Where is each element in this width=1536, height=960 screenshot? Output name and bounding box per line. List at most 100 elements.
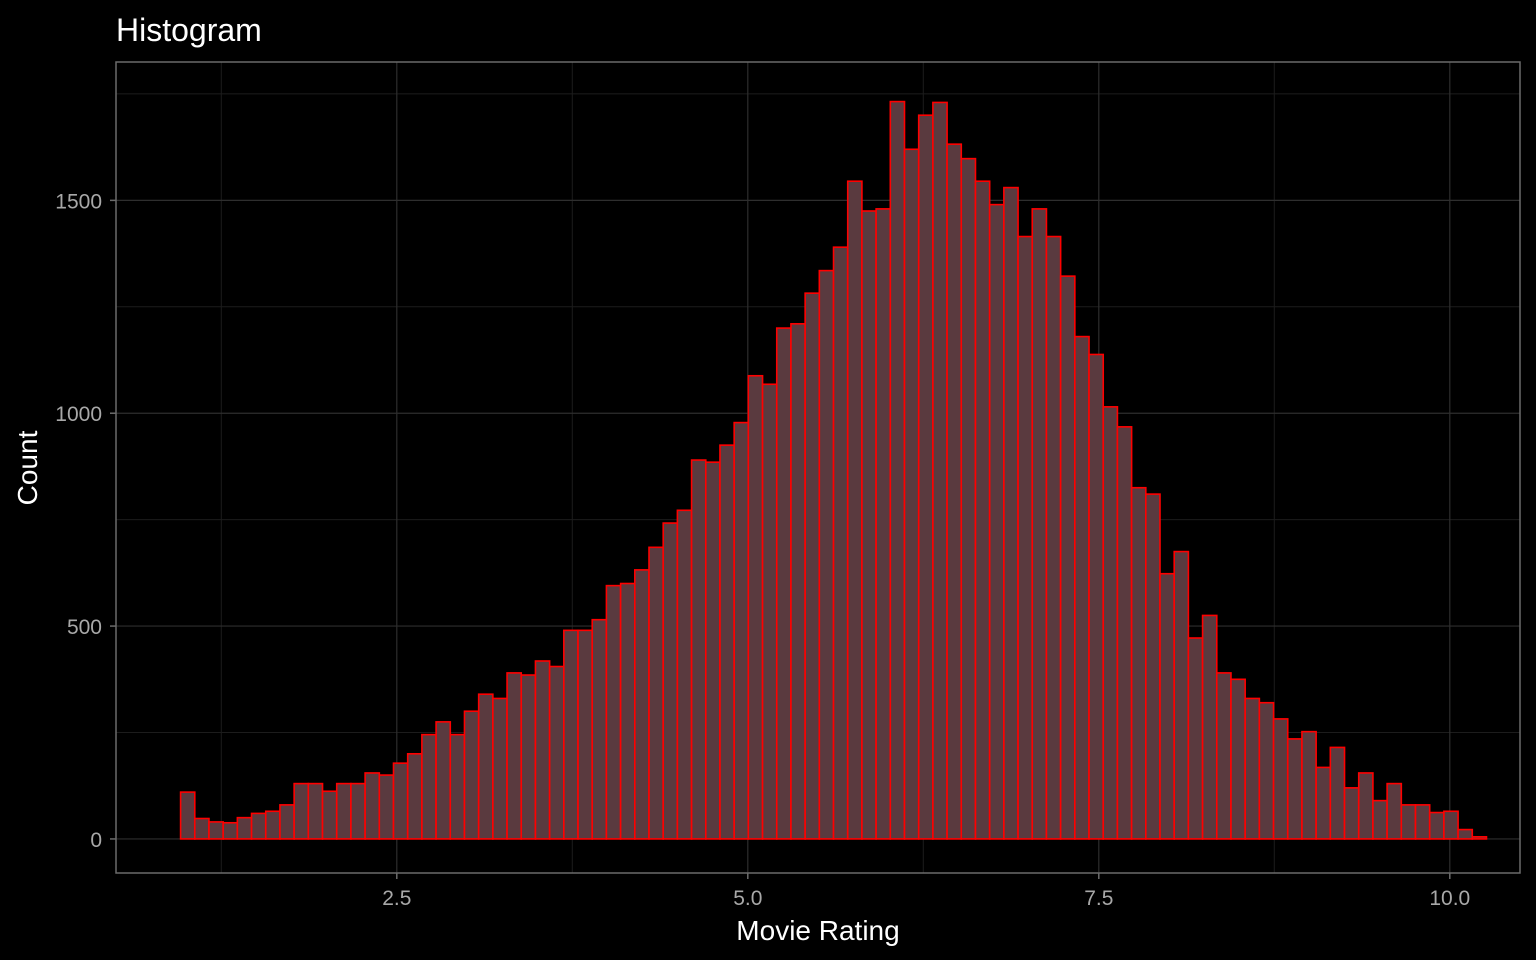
- histogram-bar-25: [534, 660, 551, 840]
- histogram-bar-15: [392, 762, 409, 840]
- histogram-bar-4: [236, 816, 253, 840]
- histogram-bar-86: [1400, 804, 1417, 840]
- histogram-bar-71: [1187, 637, 1204, 840]
- histogram-bar-61: [1045, 235, 1062, 840]
- histogram-bar-72: [1201, 614, 1218, 840]
- y-tick-label-0: 0: [90, 829, 102, 852]
- histogram-bar-59: [1017, 235, 1034, 840]
- histogram-bar-23: [506, 672, 523, 840]
- histogram-bar-11: [335, 782, 352, 840]
- histogram-bar-50: [889, 100, 906, 840]
- histogram-bar-31: [619, 582, 636, 840]
- histogram-bar-10: [321, 790, 338, 840]
- histogram-bar-26: [548, 665, 565, 840]
- histogram-bar-54: [946, 143, 963, 840]
- x-tick-label-0: 2.5: [382, 887, 411, 910]
- histogram-bar-58: [1003, 186, 1019, 840]
- histogram-bar-78: [1286, 738, 1303, 840]
- histogram-bar-88: [1428, 811, 1445, 840]
- histogram-bar-9: [307, 782, 324, 840]
- histogram-bar-91: [1471, 836, 1488, 840]
- histogram-bar-81: [1329, 746, 1346, 840]
- histogram-bar-63: [1074, 335, 1090, 840]
- histogram-bar-22: [492, 697, 508, 840]
- histogram-bar-17: [421, 733, 437, 840]
- histogram-bar-76: [1258, 701, 1275, 840]
- histogram-bar-34: [662, 522, 679, 840]
- histogram-bar-52: [917, 114, 934, 840]
- histogram-bar-84: [1372, 799, 1388, 840]
- histogram-bars: [179, 100, 1488, 840]
- histogram-bar-32: [634, 569, 650, 840]
- histogram-bar-64: [1088, 353, 1105, 840]
- y-tick-label-3: 1500: [55, 190, 102, 213]
- histogram-bar-77: [1272, 718, 1289, 840]
- histogram-bar-57: [988, 203, 1005, 840]
- histogram-bar-53: [932, 101, 948, 840]
- histogram-bar-24: [520, 674, 537, 840]
- chart-title: Histogram: [116, 12, 262, 48]
- histogram-bar-39: [733, 421, 750, 840]
- histogram-bar-7: [279, 804, 295, 840]
- histogram-bar-13: [364, 772, 381, 840]
- histogram-bar-80: [1315, 766, 1332, 840]
- histogram-bar-87: [1414, 804, 1431, 840]
- histogram-bar-42: [775, 327, 792, 840]
- x-tick-label-2: 7.5: [1084, 887, 1113, 910]
- histogram-bar-66: [1116, 426, 1133, 840]
- histogram-bar-37: [704, 461, 721, 840]
- histogram-bar-14: [378, 774, 395, 840]
- histogram-bar-51: [903, 148, 920, 840]
- plot-panel-border: [115, 61, 1521, 874]
- histogram-bar-19: [449, 733, 466, 840]
- axis-ticks: 2.5 5.0 7.5 10.0 0 500 1000 1500: [55, 190, 1470, 910]
- y-tick-label-1: 500: [67, 616, 102, 639]
- histogram-bar-18: [435, 721, 452, 840]
- x-tick-label-3: 10.0: [1429, 887, 1470, 910]
- histogram-bar-49: [875, 208, 892, 840]
- histogram-bar-89: [1443, 810, 1459, 840]
- histogram-bar-6: [264, 810, 281, 840]
- histogram-bar-45: [818, 269, 835, 840]
- histogram-bar-48: [861, 210, 877, 840]
- histogram-bar-43: [790, 323, 806, 840]
- histogram-bar-70: [1173, 550, 1190, 840]
- histogram-bar-73: [1215, 672, 1232, 840]
- histogram-bar-55: [960, 157, 977, 840]
- histogram-bar-69: [1159, 572, 1175, 840]
- histogram-bar-30: [605, 584, 622, 840]
- histogram-bar-75: [1244, 697, 1261, 840]
- histogram-bar-3: [222, 821, 239, 840]
- histogram-bar-65: [1102, 406, 1119, 840]
- histogram-bar-68: [1145, 493, 1161, 840]
- histogram-bar-82: [1343, 787, 1360, 840]
- histogram-bar-46: [832, 246, 849, 840]
- histogram-bar-28: [577, 629, 594, 840]
- y-axis-title: Count: [12, 430, 43, 505]
- histogram-bar-27: [563, 629, 579, 840]
- histogram-bar-56: [974, 180, 991, 840]
- histogram-bar-35: [676, 509, 693, 840]
- histogram-bar-41: [761, 383, 778, 840]
- histogram-bar-47: [846, 180, 863, 840]
- x-tick-label-1: 5.0: [733, 887, 762, 910]
- histogram-bar-2: [208, 821, 224, 840]
- histogram-bar-33: [648, 546, 664, 840]
- histogram-bar-40: [747, 374, 764, 840]
- histogram-bar-83: [1357, 772, 1374, 840]
- histogram-bar-74: [1230, 678, 1246, 840]
- histogram-bar-12: [350, 782, 366, 840]
- histogram-bar-36: [690, 459, 707, 840]
- histogram-bar-5: [250, 812, 267, 840]
- histogram-bar-1: [193, 817, 210, 840]
- histogram-bar-62: [1059, 275, 1076, 840]
- histogram-bar-29: [591, 618, 608, 840]
- histogram-bar-44: [804, 292, 821, 840]
- histogram-bar-20: [463, 710, 480, 840]
- histogram-bar-38: [719, 444, 735, 840]
- histogram-bar-79: [1301, 730, 1317, 840]
- histogram-bar-60: [1031, 208, 1048, 840]
- histogram-bar-90: [1457, 828, 1474, 840]
- y-tick-label-2: 1000: [55, 403, 102, 426]
